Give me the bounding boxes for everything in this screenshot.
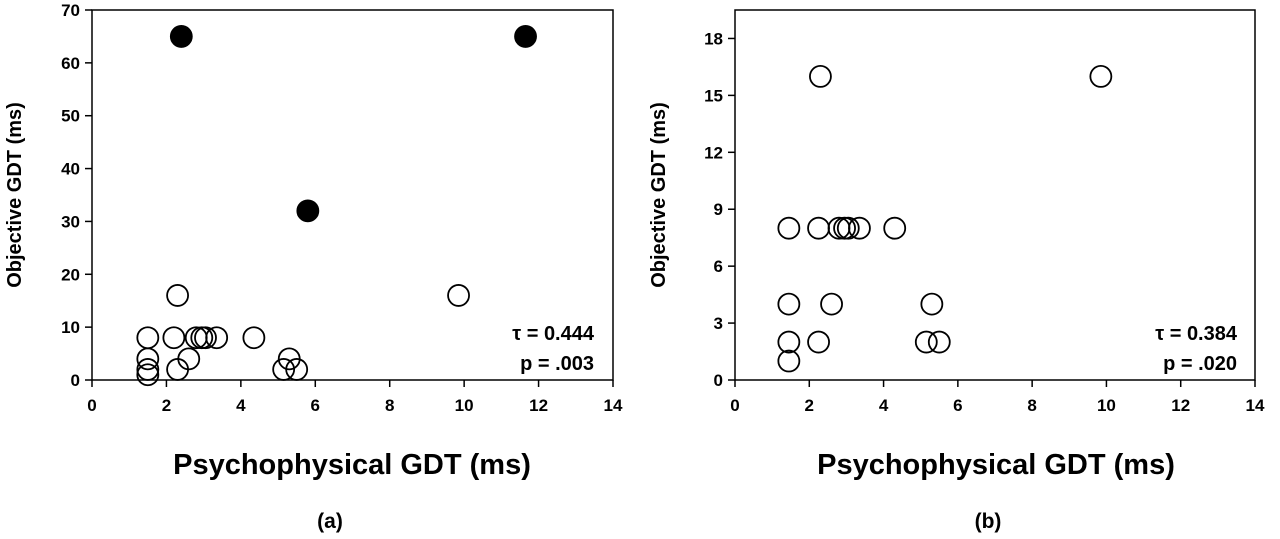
data-point-open [807,216,830,240]
y-tick-label: 9 [714,200,723,219]
data-point-open [184,326,208,350]
x-axis-title: Psychophysical GDT (ms) [817,449,1175,481]
y-ticks: 0 10 20 30 40 50 60 70 [61,1,92,390]
data-point-open [166,284,189,307]
data-point-open [927,330,951,354]
y-tick-label: 20 [61,265,80,284]
data-point-open [136,363,160,387]
data-point-open [836,216,860,240]
x-tick-label: 0 [87,396,96,415]
data-point-open [162,326,186,350]
y-tick-label: 40 [61,160,80,179]
y-tick-label: 12 [704,143,723,162]
y-axis-title: Objective GDT (ms) [4,102,26,288]
points [136,25,537,387]
data-point-open [177,347,201,371]
y-tick-label: 0 [71,371,80,390]
data-point-open [242,326,266,350]
y-tick-label: 6 [714,257,723,276]
data-point-open [920,292,944,316]
x-tick-label: 14 [604,396,623,415]
data-point-open [194,326,217,350]
x-tick-label: 10 [455,396,474,415]
p-value: p = .020 [1163,353,1237,375]
data-point-filled [514,25,537,48]
y-tick-label: 60 [61,54,80,73]
data-point-open [136,347,160,371]
tau-statistic: τ = 0.444 [512,323,595,345]
x-tick-label: 14 [1246,396,1265,415]
panel-a: 0 2 4 6 8 10 12 14 0 10 20 30 40 50 60 70 Psychophysic… [4,1,623,533]
plot-frame [91,9,614,381]
x-ticks: 0 2 4 6 8 10 12 14 [87,380,623,415]
x-tick-label: 4 [879,396,889,415]
data-point-open [447,284,470,307]
x-tick-label: 0 [730,396,739,415]
data-point-open [914,330,938,354]
data-point-open [883,216,907,240]
x-tick-label: 6 [953,396,962,415]
y-tick-label: 15 [704,86,723,105]
data-point-open [848,216,871,240]
y-ticks: 0 3 6 9 12 15 18 [704,29,735,390]
data-point-open [1089,65,1113,88]
data-point-filled [169,25,193,48]
x-tick-label: 12 [1171,396,1190,415]
y-axis-title: Objective GDT (ms) [648,102,670,288]
data-point-open [777,216,801,240]
y-tick-label: 70 [61,1,80,20]
x-tick-label: 8 [385,396,394,415]
x-tick-label: 4 [236,396,246,415]
data-point-open [272,358,296,381]
data-point-filled [296,199,320,223]
panel-label: (b) [975,510,1002,533]
x-tick-label: 12 [529,396,548,415]
panel-label: (a) [317,510,343,533]
tau-statistic: τ = 0.384 [1155,323,1238,345]
data-point-open [136,326,160,350]
data-point-open [777,292,801,316]
x-ticks: 0 2 4 6 8 10 12 14 [730,380,1265,415]
y-tick-label: 3 [714,314,723,333]
x-tick-label: 6 [311,396,320,415]
y-tick-label: 50 [61,107,80,126]
y-tick-label: 10 [61,318,80,337]
data-point-open [136,358,160,381]
data-point-open [777,330,801,354]
x-tick-label: 8 [1027,396,1036,415]
x-tick-label: 2 [805,396,814,415]
y-tick-label: 30 [61,212,80,231]
x-axis-title: Psychophysical GDT (ms) [173,449,531,481]
x-tick-label: 10 [1097,396,1116,415]
data-point-open [827,216,851,240]
data-point-open [807,330,830,354]
p-value: p = .003 [520,353,594,375]
data-point-open [809,65,832,88]
y-tick-label: 18 [704,29,723,48]
points [777,65,1113,373]
x-tick-label: 2 [162,396,171,415]
y-tick-label: 0 [714,371,723,390]
data-point-open [205,326,229,350]
data-point-open [285,358,309,381]
data-point-open [777,349,801,373]
data-point-open [820,292,843,316]
plot-frame [734,9,1256,381]
panel-b: 0 2 4 6 8 10 12 14 0 3 6 9 12 15 18 Psychophysical GD… [648,9,1265,533]
